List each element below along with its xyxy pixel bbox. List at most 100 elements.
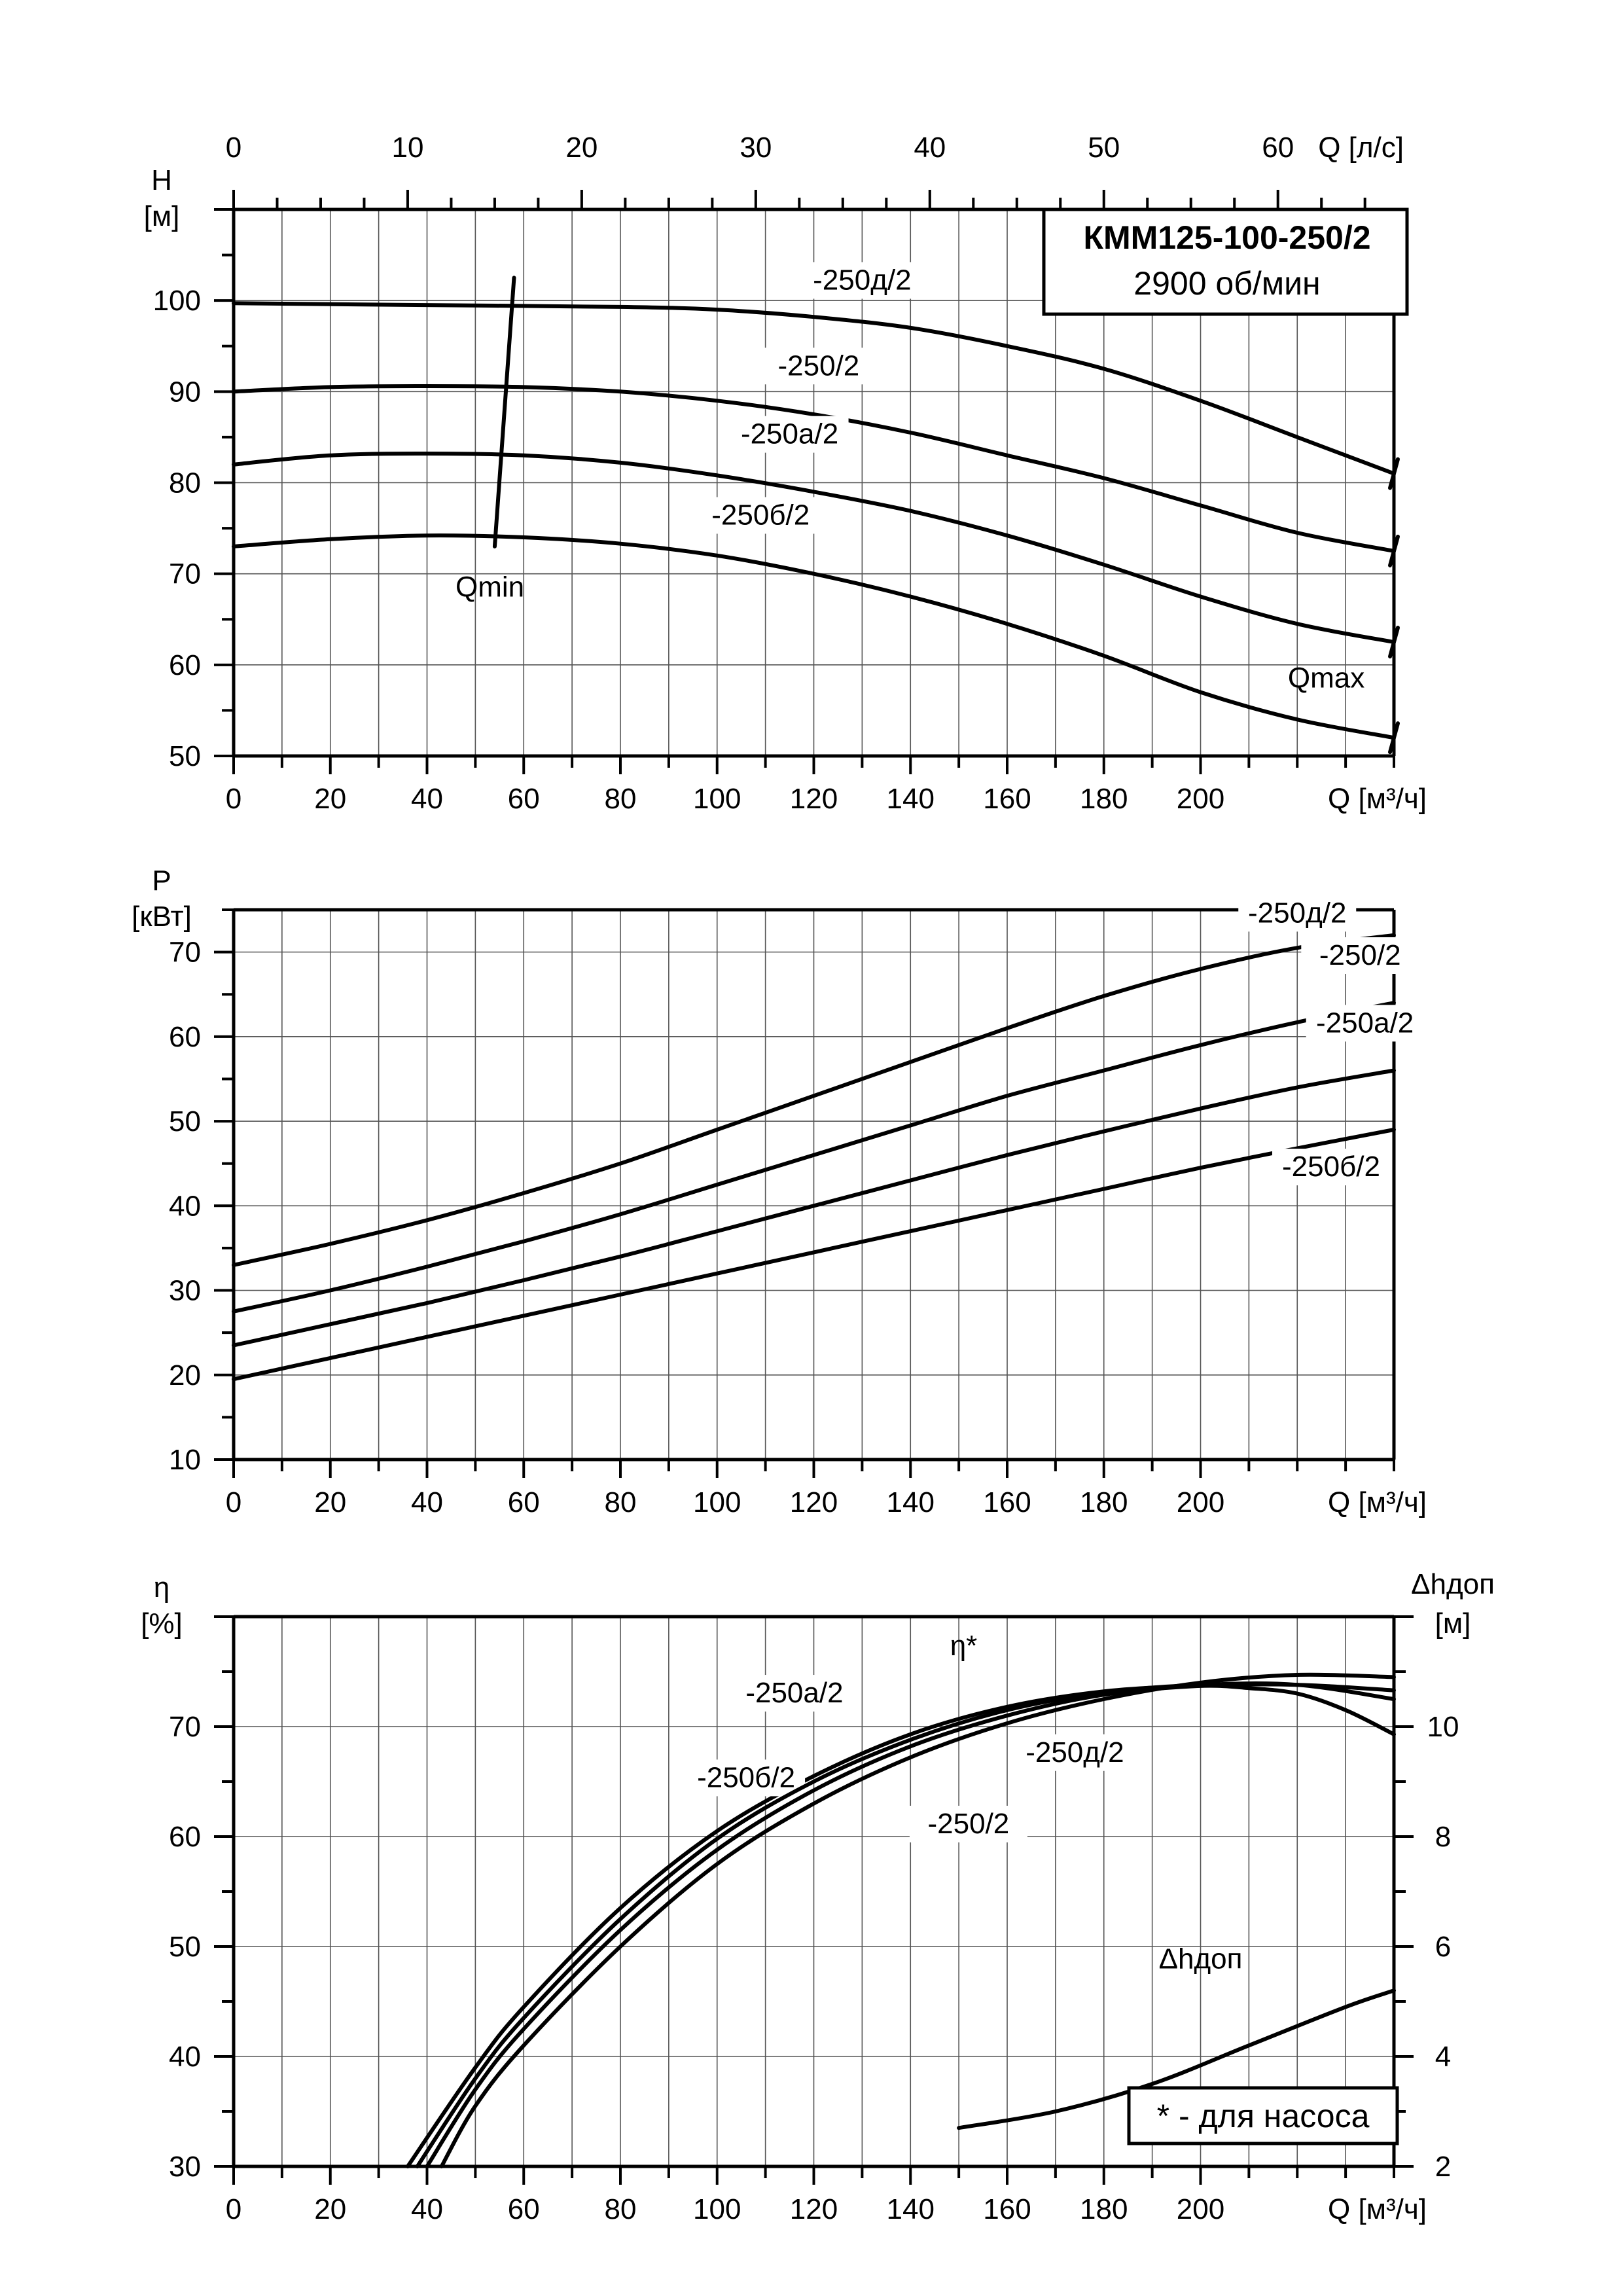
- x2-tick-label: 10: [391, 132, 423, 164]
- series-label: -250а/2: [741, 418, 838, 450]
- series-line: [232, 1128, 1396, 1382]
- series-label: -250/2: [928, 1808, 1010, 1840]
- rotation-speed: 2900 об/мин: [1133, 265, 1320, 302]
- series-label-bg: [687, 1759, 806, 1797]
- series-line: [232, 1001, 1396, 1314]
- y-axis-symbol: η: [154, 1571, 169, 1604]
- y-tick-label: 20: [169, 1359, 201, 1391]
- y-tick-label: 70: [169, 1711, 201, 1743]
- x-tick-label: 60: [508, 2193, 540, 2225]
- x-tick-label: 40: [411, 1486, 443, 1518]
- y-tick-label: 60: [169, 1821, 201, 1853]
- series-line: [232, 1068, 1396, 1348]
- x2-axis-label: Q [л/с]: [1318, 132, 1404, 164]
- x-tick-label: 140: [887, 2193, 935, 2225]
- x-tick-label: 160: [983, 2193, 1031, 2225]
- series-label-bg: [1301, 937, 1419, 974]
- y-tick-label: 30: [169, 2151, 201, 2183]
- note-box: * - для насоса: [1127, 2086, 1399, 2145]
- y-tick-label: 100: [153, 285, 201, 317]
- x-tick-label: 80: [605, 783, 637, 815]
- series-label: -250б/2: [1282, 1151, 1380, 1183]
- x-tick-label: 200: [1177, 783, 1224, 815]
- y-tick-label: 40: [169, 2041, 201, 2073]
- y-tick-label: 60: [169, 649, 201, 681]
- series-label-bg: [759, 348, 878, 385]
- y2-tick-label: 10: [1427, 1711, 1459, 1743]
- series-label-bg: [735, 1675, 853, 1712]
- chart-2: 10 20 30 40 50 60 70 0 20 40 60 80 100 120 140 160 180 20…: [132, 865, 1427, 1518]
- y-tick-label: 50: [169, 1931, 201, 1963]
- series-label-bg: [1306, 1005, 1424, 1042]
- npsh-label: Δhдоп: [1159, 1943, 1243, 1975]
- x-tick-label: 0: [226, 2193, 241, 2225]
- series-label-bg: [730, 416, 849, 453]
- series-label-bg: [909, 1805, 1027, 1842]
- x-tick-label: 0: [226, 783, 241, 815]
- x-tick-label: 160: [983, 1486, 1031, 1518]
- y-axis-unit: [%]: [141, 1607, 183, 1640]
- x2-tick-label: 0: [226, 132, 241, 164]
- x-tick-label: 140: [887, 783, 935, 815]
- x-axis-label: Q [м³/ч]: [1328, 783, 1427, 815]
- series-line: [232, 301, 1396, 476]
- series-label: -250/2: [1319, 939, 1401, 971]
- series-line: [232, 933, 1396, 1267]
- x-tick-label: 160: [983, 783, 1031, 815]
- x2-tick-label: 60: [1262, 132, 1294, 164]
- y-axis-symbol: H: [151, 164, 172, 196]
- y2-tick-label: 2: [1435, 2151, 1451, 2183]
- x-tick-label: 20: [314, 2193, 346, 2225]
- y-axis-unit: [м]: [144, 200, 180, 232]
- series-label: -250а/2: [745, 1677, 843, 1709]
- y2-axis-symbol: Δhдоп: [1411, 1568, 1495, 1600]
- y-tick-label: 70: [169, 937, 201, 969]
- series-label: -250/2: [778, 350, 860, 382]
- y-tick-label: 90: [169, 376, 201, 408]
- qmin-line: [492, 276, 516, 548]
- series-label: -250д/2: [1248, 897, 1346, 929]
- y-tick-label: 40: [169, 1190, 201, 1222]
- y2-axis-unit: [м]: [1435, 1607, 1471, 1640]
- qmax-mark: [1388, 626, 1400, 659]
- series-line: [406, 1683, 1396, 2168]
- x-axis-label: Q [м³/ч]: [1328, 2193, 1427, 2225]
- y2-tick-label: 4: [1435, 2041, 1451, 2073]
- x-tick-label: 140: [887, 1486, 935, 1518]
- series-label-bg: [1238, 895, 1357, 932]
- x-tick-label: 180: [1080, 1486, 1128, 1518]
- x-tick-label: 120: [790, 783, 838, 815]
- x-tick-label: 80: [605, 2193, 637, 2225]
- series-label: -250д/2: [1026, 1736, 1124, 1768]
- y-tick-label: 80: [169, 467, 201, 499]
- y-tick-label: 70: [169, 558, 201, 590]
- y-tick-label: 10: [169, 1444, 201, 1476]
- chart-3: 30 40 50 60 70 0 20 40 60 80 100 120 140 160 180 200 Q […: [141, 1568, 1495, 2225]
- series-label-bg: [803, 262, 921, 299]
- x-tick-label: 40: [411, 2193, 443, 2225]
- series-line: [232, 452, 1396, 644]
- y2-tick-label: 6: [1435, 1931, 1451, 1963]
- series-line: [232, 384, 1396, 553]
- qmax-label: Qmax: [1288, 662, 1364, 694]
- x2-tick-label: 50: [1088, 132, 1120, 164]
- series-label-bg: [702, 497, 820, 534]
- model-title-box: КММ125-100-250/2 2900 об/мин: [1042, 207, 1409, 316]
- x-tick-label: 120: [790, 2193, 838, 2225]
- qmax-mark: [1388, 534, 1400, 567]
- x-tick-label: 200: [1177, 2193, 1224, 2225]
- x-tick-label: 60: [508, 783, 540, 815]
- series-label-bg: [1272, 1149, 1390, 1186]
- y-tick-label: 30: [169, 1275, 201, 1307]
- x2-tick-label: 30: [740, 132, 772, 164]
- x-tick-label: 180: [1080, 2193, 1128, 2225]
- x-tick-label: 40: [411, 783, 443, 815]
- series-label: -250б/2: [711, 499, 810, 531]
- series-line: [439, 1672, 1396, 2168]
- series-line: [232, 533, 1396, 740]
- x2-tick-label: 40: [914, 132, 946, 164]
- note-text: * - для насоса: [1157, 2098, 1370, 2134]
- x2-tick-label: 20: [565, 132, 597, 164]
- model-name: КММ125-100-250/2: [1083, 219, 1370, 256]
